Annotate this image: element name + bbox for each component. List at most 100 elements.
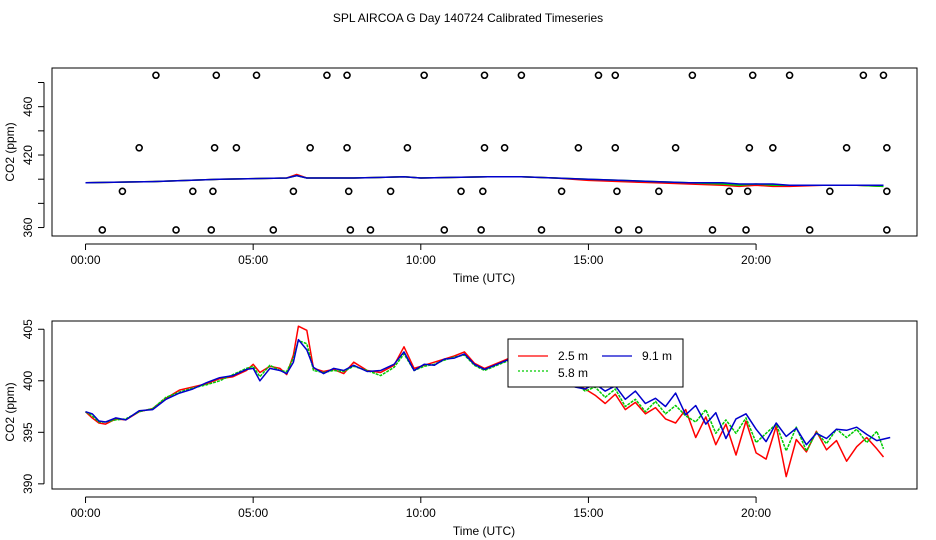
top-panel-frame	[51, 67, 918, 237]
bottom-y-tick-label: 405	[21, 319, 35, 339]
top-y-tick-label: 360	[21, 217, 35, 237]
top-scatter-point	[189, 187, 197, 196]
top-scatter-point	[252, 71, 261, 80]
bottom-y-axis-title: CO2 (ppm)	[3, 382, 17, 441]
top-scatter-point	[343, 71, 351, 80]
bottom-x-axis: 00:00 05:00 10:00 15:00 20:00	[71, 496, 771, 520]
bottom-y-tick-label: 400	[21, 370, 35, 390]
top-scatter-point	[232, 143, 241, 152]
top-y-axis: 360 420 460	[21, 82, 45, 238]
top-scatter-point	[323, 71, 331, 80]
top-scatter-point	[614, 226, 623, 234]
top-scatter-point	[306, 143, 314, 152]
top-x-tick-label: 00:00	[71, 253, 101, 267]
top-scatter-point	[574, 143, 583, 152]
bottom-x-tick-label: 10:00	[406, 506, 436, 520]
legend-label-5-8m: 5.8 m	[558, 366, 588, 380]
top-scatter-point	[537, 226, 546, 234]
top-scatter-point	[403, 143, 412, 152]
top-scatter-point	[688, 71, 697, 80]
top-scatter-point	[613, 187, 621, 196]
top-scatter-point	[172, 226, 180, 234]
top-scatter-point	[480, 71, 489, 80]
legend-box	[507, 338, 684, 388]
top-x-tick-label: 20:00	[741, 253, 771, 267]
top-series-lines	[85, 173, 884, 188]
top-scatter-point	[879, 71, 888, 80]
top-scatter-point	[594, 71, 603, 80]
top-scatter-point	[346, 226, 355, 234]
top-x-axis-title: Time (UTC)	[453, 271, 515, 285]
top-y-tick-label: 420	[21, 145, 35, 165]
bottom-series-line-5-8m	[85, 339, 885, 452]
top-scatter-point	[634, 226, 643, 234]
top-scatter-point	[289, 187, 298, 196]
top-scatter-point	[655, 187, 663, 196]
top-scatter-point	[708, 226, 717, 234]
top-series-line-9-1m	[85, 174, 884, 186]
top-scatter-point	[210, 143, 219, 152]
top-y-tick-label: 460	[21, 96, 35, 116]
top-scatter-point	[748, 71, 757, 80]
top-y-axis-title: CO2 (ppm)	[3, 122, 17, 181]
top-scatter-point	[118, 187, 127, 196]
bottom-x-axis-title: Time (UTC)	[453, 524, 515, 538]
top-scatter-point	[557, 187, 566, 196]
top-scatter-point	[212, 71, 221, 80]
top-scatter-point	[842, 143, 851, 152]
top-scatter-point	[671, 143, 680, 152]
chart-title: SPL AIRCOA G Day 140724 Calibrated Times…	[333, 11, 603, 25]
bottom-x-tick-label: 15:00	[573, 506, 603, 520]
legend-label-2-5m: 2.5 m	[558, 349, 588, 363]
top-scatter-point	[98, 226, 107, 234]
top-scatter-point	[440, 226, 449, 234]
top-scatter-point	[769, 143, 777, 152]
bottom-panel-frame	[51, 320, 918, 490]
top-scatter-point	[742, 226, 750, 234]
legend-label-9-1m: 9.1 m	[642, 349, 672, 363]
top-scatter-point	[611, 71, 620, 80]
top-scatter-point	[344, 187, 353, 196]
top-scatter-point	[269, 226, 278, 234]
top-scatter-point	[743, 187, 752, 196]
top-scatter-point	[883, 187, 891, 196]
top-scatter-point	[745, 143, 754, 152]
bottom-x-tick-label: 00:00	[71, 506, 101, 520]
bottom-series-line-2-5m	[84, 325, 885, 478]
top-x-tick-label: 10:00	[406, 253, 436, 267]
bottom-y-tick-label: 395	[21, 422, 35, 442]
bottom-panel: Time (UTC) CO2 (ppm) 00:00 05:00 10:00 15:0…	[3, 319, 918, 538]
top-scatter-point	[883, 226, 891, 234]
top-scatter-point	[785, 71, 794, 80]
top-scatter-point	[457, 187, 465, 196]
top-scatter-point	[386, 187, 395, 196]
top-scatter-point	[477, 226, 485, 234]
top-scatter-point	[480, 143, 489, 152]
top-scatter-point	[209, 187, 217, 196]
legend: 2.5 m 9.1 m 5.8 m	[507, 338, 684, 388]
top-scatter-point	[517, 71, 526, 80]
top-scatter-points	[98, 71, 891, 234]
top-scatter-point	[611, 143, 620, 152]
top-scatter-point	[152, 71, 160, 80]
top-scatter-point	[366, 226, 375, 234]
bottom-y-tick-label: 390	[21, 474, 35, 494]
top-x-axis: 00:00 05:00 10:00 15:00 20:00	[71, 243, 771, 267]
top-scatter-point	[420, 71, 428, 80]
bottom-x-tick-label: 20:00	[741, 506, 771, 520]
top-scatter-point	[207, 226, 216, 234]
top-scatter-point	[479, 187, 487, 196]
bottom-series-line-9-1m	[85, 338, 891, 446]
bottom-x-tick-label: 05:00	[238, 506, 268, 520]
top-scatter-point	[343, 143, 351, 152]
top-panel: Time (UTC) CO2 (ppm) 00:00 05:00 10:00 15:0…	[3, 67, 918, 285]
top-scatter-point	[135, 143, 143, 152]
top-scatter-point	[805, 226, 814, 234]
top-scatter-point	[500, 143, 509, 152]
bottom-y-axis: 390 395 400 405	[21, 319, 45, 494]
top-x-tick-label: 15:00	[573, 253, 603, 267]
top-scatter-point	[826, 187, 834, 196]
top-x-tick-label: 05:00	[238, 253, 268, 267]
top-scatter-point	[883, 143, 891, 152]
